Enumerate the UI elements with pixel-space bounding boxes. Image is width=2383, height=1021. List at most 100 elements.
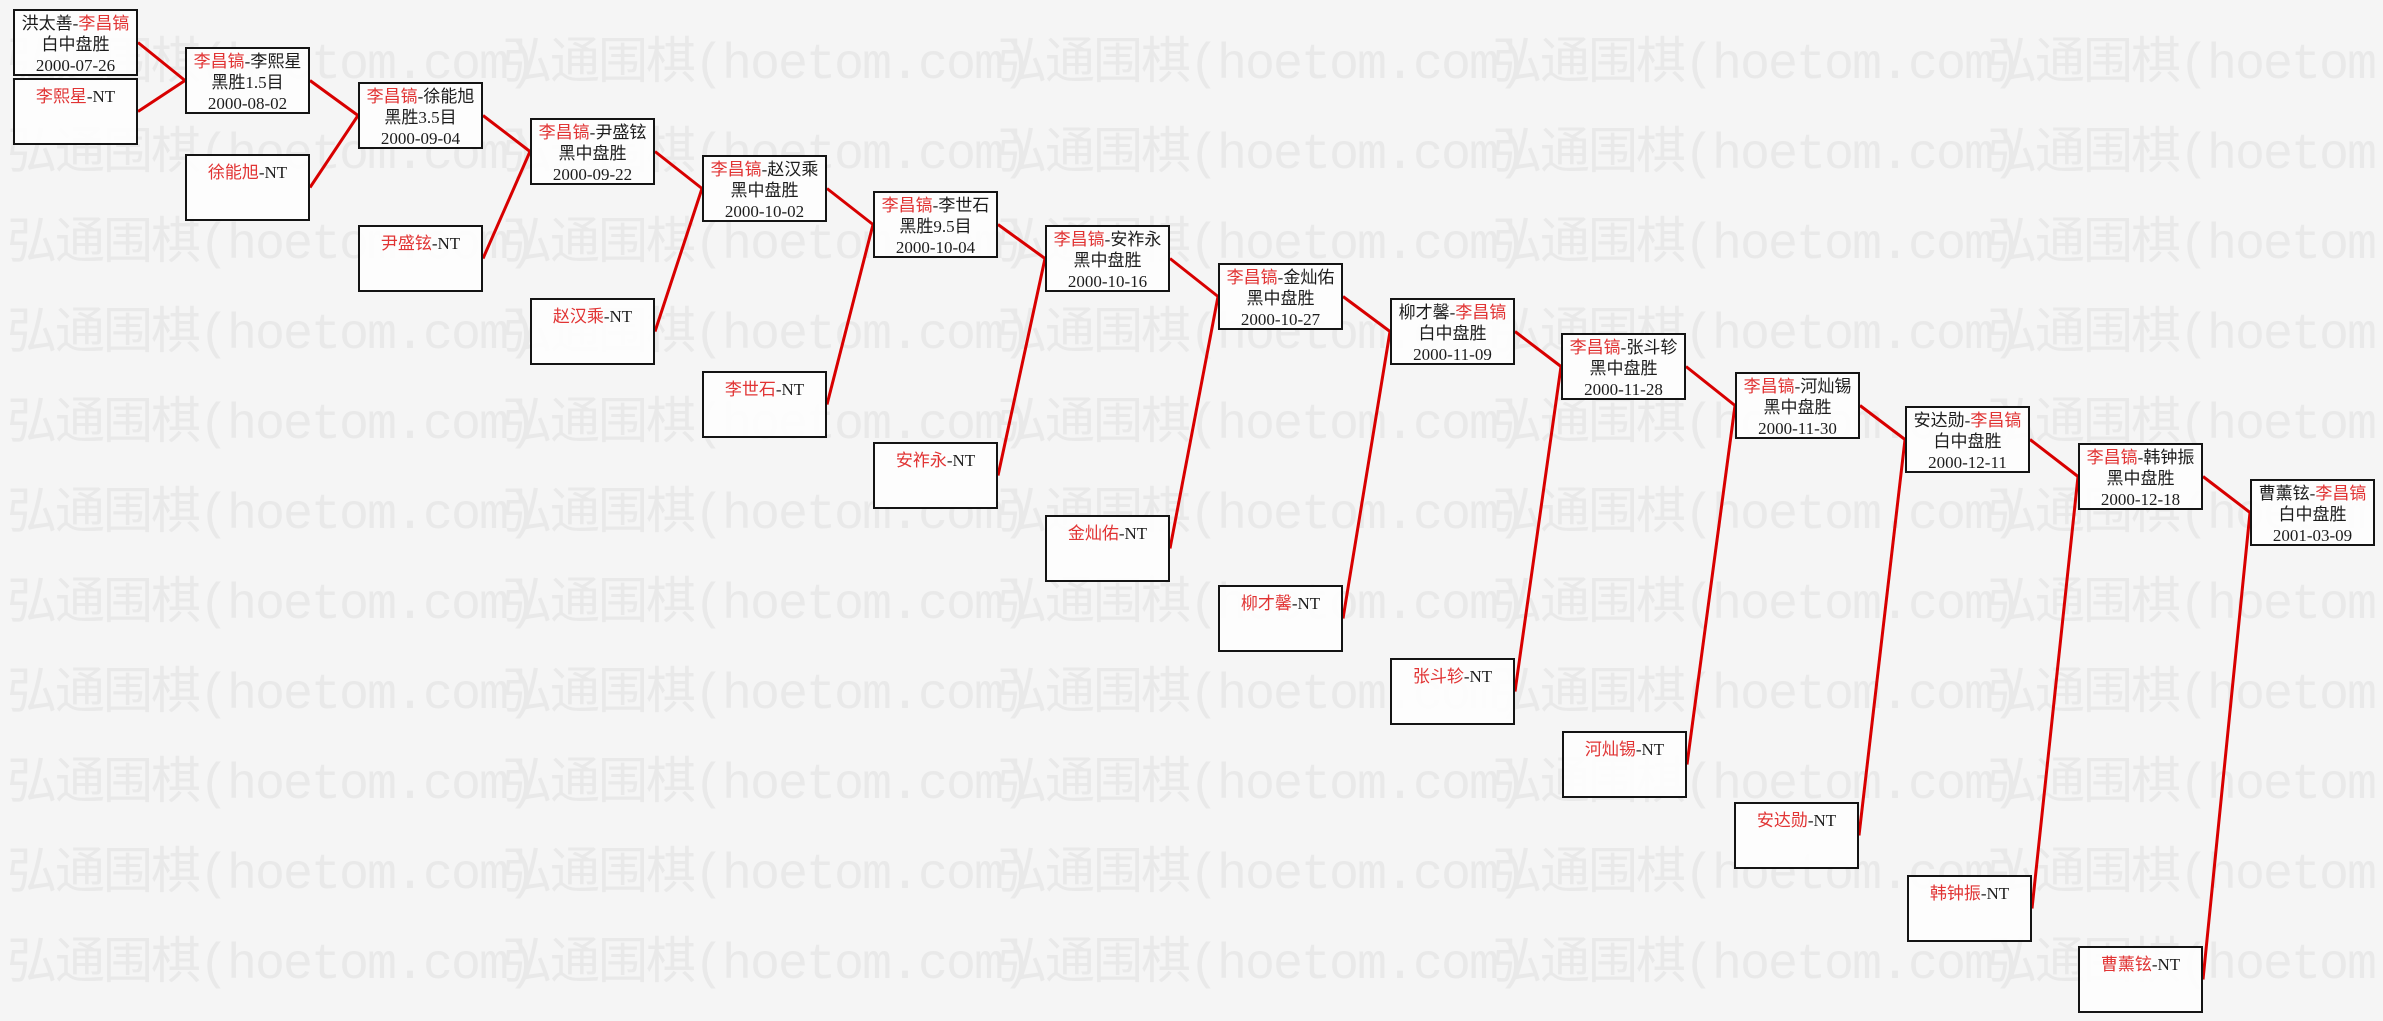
name-separator: - [2137, 448, 2144, 467]
connector-line [1168, 296, 1220, 549]
player-right-name: 张斗轸 [1626, 338, 1678, 357]
match-box: 李昌镐-徐能旭 黑胜3.5目 2000-09-04 [358, 82, 483, 149]
watermark-text: 弘通围棋(hoetom.com) [502, 847, 1032, 904]
watermark-text: 弘通围棋(hoetom.com) [997, 757, 1527, 814]
match-players: 李昌镐-金灿佑 [1220, 267, 1341, 288]
watermark-text: 弘通围棋(hoetom.com) [7, 937, 537, 994]
player-box: 曹薰铉-NT [2078, 946, 2203, 1013]
match-date: 2000-07-26 [35, 56, 116, 75]
match-date: 2000-09-22 [552, 165, 633, 184]
player-left-name: 柳才馨 [1398, 303, 1450, 322]
match-date: 2000-09-04 [380, 129, 461, 148]
connector-line [308, 114, 360, 189]
watermark-text: 弘通围棋(hoetom.com) [502, 37, 1032, 94]
player-entry: 曹薰铉-NT [2080, 955, 2201, 975]
player-tag: -NT [775, 380, 805, 399]
player-entry: 安祚永-NT [875, 451, 996, 471]
match-box: 洪太善-李昌镐 白中盘胜 2000-07-26 [13, 9, 138, 76]
match-players: 李昌镐-河灿锡 [1737, 376, 1858, 397]
watermark-text: 弘通围棋(hoetom.com) [997, 397, 1527, 454]
match-result: 黑胜3.5目 [384, 108, 457, 127]
player-right-name: 金灿佑 [1283, 268, 1335, 287]
watermark-text: 弘通围棋(hoetom.com) [7, 577, 537, 634]
connector-line [653, 188, 704, 332]
match-result: 黑中盘胜 [1763, 398, 1832, 417]
player-left-name: 李昌镐 [366, 87, 418, 106]
connector-line [1857, 439, 1907, 836]
name-separator: - [1794, 377, 1801, 396]
player-name: 韩钟振 [1929, 884, 1981, 903]
match-players: 李昌镐-李熙星 [187, 51, 308, 72]
player-tag: -NT [86, 87, 116, 106]
match-result: 黑胜9.5目 [899, 217, 972, 236]
match-box: 李昌镐-李熙星 黑胜1.5目 2000-08-02 [185, 47, 310, 114]
match-result: 白中盘胜 [41, 35, 110, 54]
player-box: 柳才馨-NT [1218, 585, 1343, 652]
player-right-name: 安祚永 [1110, 230, 1162, 249]
match-date: 2000-10-04 [895, 238, 976, 257]
watermark-text: 弘通围棋(hoetom.com) [1492, 937, 2022, 994]
player-box: 张斗轸-NT [1390, 658, 1515, 725]
player-entry: 金灿佑-NT [1047, 524, 1168, 544]
player-box: 安达勋-NT [1734, 802, 1859, 869]
watermark-text: 弘通围棋(hoetom.com) [1987, 757, 2383, 814]
watermark-text: 弘通围棋(hoetom.com) [1987, 847, 2383, 904]
watermark-text: 弘通围棋(hoetom.com) [1492, 127, 2022, 184]
match-box: 李昌镐-李世石 黑胜9.5目 2000-10-04 [873, 191, 998, 258]
watermark-text: 弘通围棋(hoetom.com) [1492, 37, 2022, 94]
player-entry: 柳才馨-NT [1220, 594, 1341, 614]
watermark-text: 弘通围棋(hoetom.com) [997, 847, 1527, 904]
match-box: 曹薰铉-李昌镐 白中盘胜 2001-03-09 [2250, 479, 2375, 546]
player-box: 李世石-NT [702, 371, 827, 438]
player-entry: 尹盛铉-NT [360, 234, 481, 254]
match-date: 2000-10-27 [1240, 310, 1321, 329]
connector-line [1169, 257, 1219, 298]
match-box: 柳才馨-李昌镐 白中盘胜 2000-11-09 [1390, 298, 1515, 365]
connector-line [1341, 331, 1392, 619]
match-date: 2000-11-28 [1584, 380, 1663, 399]
player-tag: -NT [258, 163, 288, 182]
watermark-text: 弘通围棋(hoetom.com) [502, 937, 1032, 994]
player-name: 安祚永 [895, 451, 947, 470]
player-right-name: 李昌镐 [78, 14, 130, 33]
match-box: 李昌镐-尹盛铉 黑中盘胜 2000-09-22 [530, 118, 655, 185]
player-entry: 李世石-NT [704, 380, 825, 400]
player-entry: 河灿锡-NT [1564, 740, 1685, 760]
player-right-name: 李昌镐 [1970, 411, 2022, 430]
name-separator: - [2309, 484, 2316, 503]
name-separator: - [244, 52, 251, 71]
watermark-text: 弘通围棋(hoetom.com) [7, 307, 537, 364]
match-players: 李昌镐-李世石 [875, 195, 996, 216]
player-box: 尹盛铉-NT [358, 225, 483, 292]
connector-line [1859, 404, 1906, 441]
player-right-name: 尹盛铉 [595, 123, 647, 142]
player-left-name: 洪太善 [21, 14, 73, 33]
match-date: 2000-12-18 [2100, 490, 2181, 509]
connector-line [137, 79, 186, 113]
player-right-name: 李世石 [938, 196, 990, 215]
player-name: 河灿锡 [1584, 740, 1636, 759]
player-name: 徐能旭 [207, 163, 259, 182]
player-entry: 徐能旭-NT [187, 163, 308, 183]
match-date: 2000-10-16 [1067, 272, 1148, 291]
player-name: 金灿佑 [1067, 524, 1119, 543]
player-right-name: 徐能旭 [423, 87, 475, 106]
player-left-name: 李昌镐 [1226, 268, 1278, 287]
match-result: 黑中盘胜 [730, 181, 799, 200]
player-entry: 赵汉乘-NT [532, 307, 653, 327]
player-tag: -NT [1463, 667, 1493, 686]
name-separator: - [589, 123, 596, 142]
watermark-text: 弘通围棋(hoetom.com) [502, 577, 1032, 634]
player-left-name: 李昌镐 [193, 52, 245, 71]
player-right-name: 河灿锡 [1800, 377, 1852, 396]
watermark-text: 弘通围棋(hoetom.com) [997, 937, 1527, 994]
player-tag: -NT [1635, 740, 1665, 759]
watermark-text: 弘通围棋(hoetom.com) [1492, 487, 2022, 544]
match-players: 李昌镐-尹盛铉 [532, 122, 653, 143]
watermark-text: 弘通围棋(hoetom.com) [7, 757, 537, 814]
player-name: 曹薰铉 [2100, 955, 2152, 974]
connector-line [996, 258, 1047, 476]
player-name: 柳才馨 [1240, 594, 1292, 613]
match-players: 李昌镐-张斗轸 [1563, 337, 1684, 358]
